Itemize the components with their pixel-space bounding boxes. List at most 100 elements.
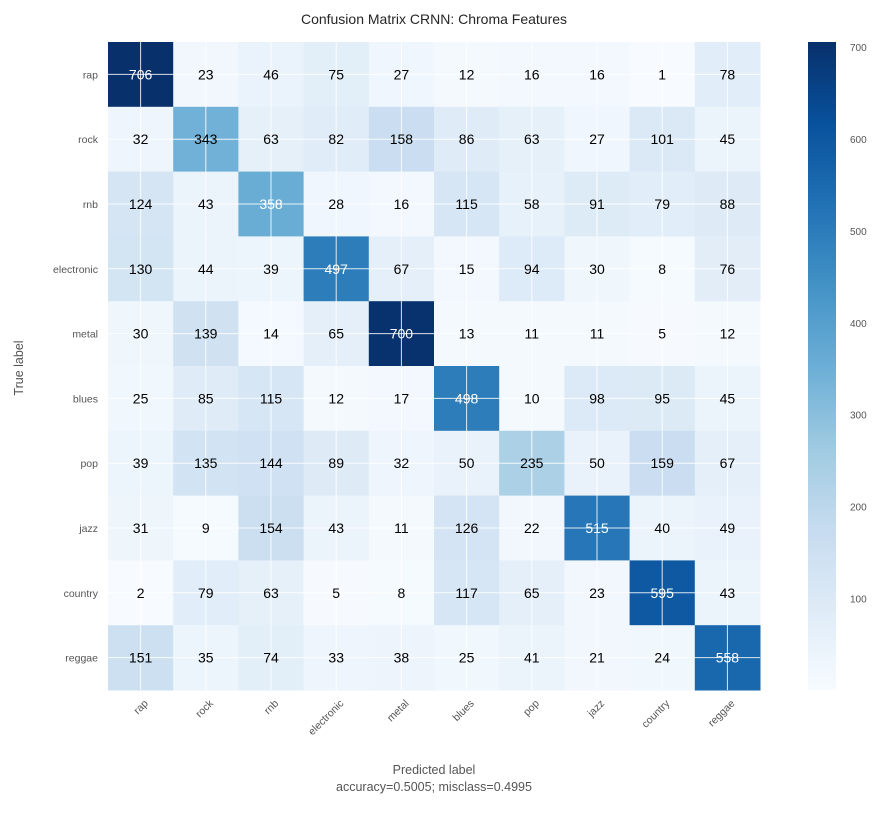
y-tick-label: rock [78, 134, 99, 146]
cell-value: 23 [589, 585, 605, 601]
cell-value: 45 [720, 390, 736, 406]
colorbar-tick-label: 300 [850, 411, 867, 422]
y-tick-label: country [64, 588, 99, 600]
cell-value: 5 [658, 326, 666, 342]
heatmap-gridlines [108, 42, 760, 690]
cell-value: 117 [455, 585, 478, 601]
cell-value: 358 [259, 196, 283, 212]
cell-value: 558 [716, 650, 740, 666]
x-tick-label: rap [131, 698, 150, 717]
cell-value: 95 [654, 390, 670, 406]
cell-value: 44 [198, 261, 214, 277]
cell-value: 135 [194, 455, 218, 471]
cell-value: 8 [658, 261, 666, 277]
cell-value: 78 [720, 66, 736, 82]
cell-value: 115 [455, 196, 478, 212]
y-tick-label: rnb [83, 199, 98, 211]
cell-value: 11 [394, 520, 409, 536]
cell-value: 124 [129, 196, 153, 212]
cell-value: 144 [259, 455, 283, 471]
cell-value: 706 [129, 66, 153, 82]
cell-value: 21 [589, 650, 605, 666]
cell-value: 14 [263, 326, 279, 342]
cell-value: 28 [328, 196, 344, 212]
colorbar [808, 42, 836, 690]
cell-value: 2 [137, 585, 145, 601]
cell-value: 43 [328, 520, 344, 536]
cell-value: 27 [589, 131, 605, 147]
cell-value: 595 [651, 585, 675, 601]
y-tick-label: jazz [78, 523, 98, 535]
cell-value: 86 [459, 131, 475, 147]
cell-value: 12 [720, 326, 736, 342]
x-tick-label: blues [450, 698, 476, 724]
cell-value: 12 [459, 66, 475, 82]
cell-value: 11 [590, 326, 605, 342]
cell-value: 94 [524, 261, 540, 277]
cell-value: 67 [720, 455, 736, 471]
y-tick-label: pop [80, 458, 98, 470]
y-tick-label: electronic [53, 264, 98, 276]
cell-value: 1 [658, 66, 666, 82]
cell-value: 343 [194, 131, 218, 147]
cell-value: 25 [133, 390, 149, 406]
cell-value: 63 [263, 585, 279, 601]
cell-value: 65 [328, 326, 344, 342]
cell-value: 50 [459, 455, 475, 471]
cell-value: 45 [720, 131, 736, 147]
x-tick-label: jazz [585, 698, 607, 720]
cell-value: 139 [194, 326, 218, 342]
cell-value: 76 [720, 261, 736, 277]
cell-value: 88 [720, 196, 736, 212]
cell-value: 35 [198, 650, 214, 666]
colorbar-tick-label: 400 [850, 319, 867, 330]
y-tick-labels: rap rock rnb electronic metal blues pop jazz cou… [53, 69, 99, 664]
cell-value: 11 [525, 326, 540, 342]
cell-value: 5 [332, 585, 340, 601]
cell-value: 58 [524, 196, 540, 212]
cell-value: 515 [585, 520, 609, 536]
y-tick-label: metal [72, 329, 98, 341]
cell-value: 32 [133, 131, 149, 147]
x-tick-labels: rap rock rnb electronic metal blues pop jazz cou… [131, 697, 737, 738]
cell-value: 30 [589, 261, 605, 277]
x-tick-label: electronic [306, 698, 346, 738]
cell-value: 63 [524, 131, 540, 147]
cell-value: 31 [133, 520, 149, 536]
cell-value: 74 [263, 650, 279, 666]
cell-value: 79 [198, 585, 214, 601]
cell-value: 8 [398, 585, 406, 601]
cell-value: 89 [328, 455, 344, 471]
cell-value: 17 [394, 390, 410, 406]
cell-value: 151 [129, 650, 153, 666]
cell-value: 498 [455, 390, 479, 406]
cell-value: 158 [390, 131, 414, 147]
y-tick-label: rap [83, 69, 98, 81]
x-tick-label: country [639, 697, 672, 730]
cell-value: 46 [263, 66, 279, 82]
x-tick-label: rnb [262, 698, 281, 717]
colorbar-tick-label: 200 [850, 503, 867, 514]
y-tick-label: blues [73, 393, 98, 405]
cell-value: 32 [394, 455, 410, 471]
cell-value: 82 [328, 131, 344, 147]
cell-value: 130 [129, 261, 153, 277]
cell-value: 85 [198, 390, 214, 406]
cell-value: 98 [589, 390, 605, 406]
cell-value: 67 [394, 261, 410, 277]
colorbar-tick-label: 100 [850, 595, 867, 606]
cell-value: 38 [394, 650, 410, 666]
accuracy-note: accuracy=0.5005; misclass=0.4995 [336, 780, 532, 794]
cell-value: 159 [651, 455, 675, 471]
cell-value: 63 [263, 131, 279, 147]
cell-value: 23 [198, 66, 214, 82]
cell-value: 22 [524, 520, 540, 536]
colorbar-tick-label: 700 [850, 43, 867, 54]
cell-value: 16 [394, 196, 410, 212]
cell-value: 25 [459, 650, 475, 666]
cell-value: 126 [455, 520, 479, 536]
cell-value: 154 [259, 520, 283, 536]
cell-value: 101 [651, 131, 675, 147]
colorbar-tick-label: 500 [850, 227, 867, 238]
